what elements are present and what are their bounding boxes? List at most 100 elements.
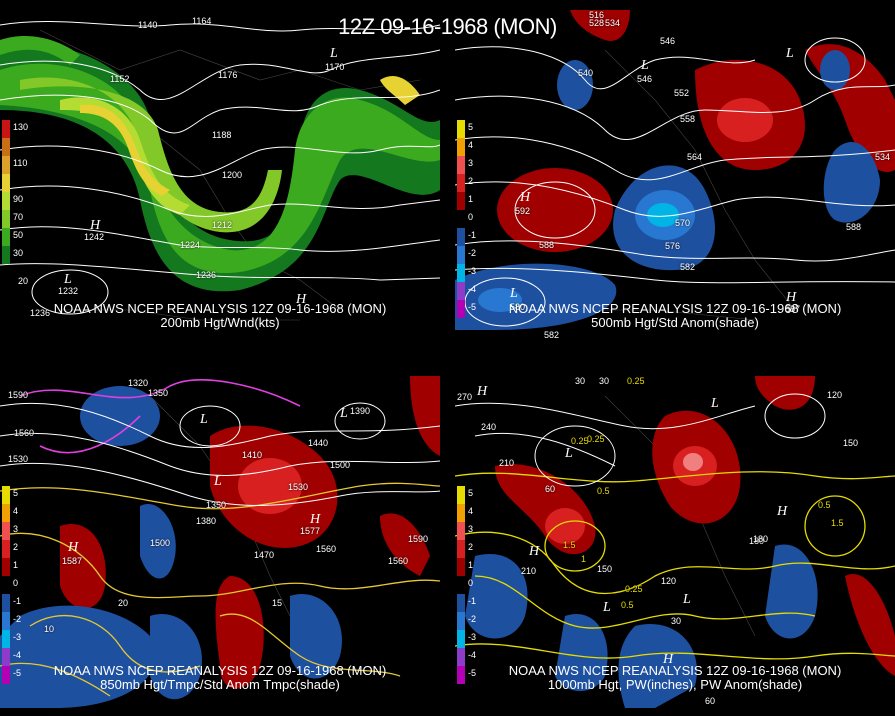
contour-label: 588 — [539, 240, 555, 250]
contour-label: 1152 — [110, 74, 130, 84]
legend-entry — [2, 138, 32, 156]
map-200mb — [0, 21, 440, 321]
legend-label: 2 — [468, 542, 474, 552]
low-center: L — [711, 396, 719, 411]
legend-entry: -2 — [2, 612, 32, 630]
legend-entry: 1 — [2, 558, 32, 576]
legend-swatch — [457, 558, 465, 576]
legend-entry: 2 — [457, 540, 487, 558]
legend-swatch — [457, 192, 465, 210]
legend-label: -1 — [13, 596, 22, 606]
legend-entry: 4 — [457, 138, 487, 156]
legend-entry: -3 — [2, 630, 32, 648]
legend-swatch — [2, 192, 10, 210]
legend-swatch — [2, 558, 10, 576]
contour-label: 0.5 — [621, 600, 634, 610]
legend-swatch — [457, 594, 465, 612]
legend-entry: 1 — [457, 192, 487, 210]
legend-entry: 2 — [2, 540, 32, 558]
legend-label: 2 — [468, 176, 474, 186]
contour-label: 240 — [481, 422, 497, 432]
legend-label: 70 — [13, 212, 24, 222]
contour-label: 552 — [674, 88, 690, 98]
map-1000mb — [455, 376, 895, 708]
legend-entry: 5 — [457, 486, 487, 504]
legend-label: -3 — [13, 632, 22, 642]
contour-label: 1236 — [30, 308, 51, 318]
legend-label: -2 — [468, 248, 477, 258]
legend-swatch — [457, 612, 465, 630]
contour-label: 1577 — [300, 526, 321, 536]
contour-label: 1440 — [308, 438, 329, 448]
caption-line2: 850mb Hgt/Tmpc/Std Anom Tmpc(shade) — [100, 677, 340, 692]
legend-entry: 4 — [2, 504, 32, 522]
contour-label: 0.25 — [571, 436, 589, 446]
panel-200mb-wind: 1140 1164 1152 1176 1188 1200 1212 1224 … — [0, 10, 440, 346]
contour-label: 587 — [785, 304, 801, 314]
contour-label: 150 — [843, 438, 859, 448]
legend-label: 3 — [468, 524, 474, 534]
contour-label: 592 — [515, 206, 531, 216]
panel-1000mb-pw: 270 240 210 30 60 0.25 0.25 120 150 180 … — [455, 376, 895, 708]
legend-label: -3 — [468, 632, 477, 642]
contour-label: 10 — [44, 624, 55, 634]
legend-swatch — [457, 504, 465, 522]
legend-swatch — [457, 540, 465, 558]
caption-line1: NOAA NWS NCEP REANALYSIS 12Z 09-16-1968 … — [53, 663, 387, 678]
legend-swatch — [457, 120, 465, 138]
contour-label: 1242 — [84, 232, 105, 242]
legend-swatch — [457, 282, 465, 300]
contour-label: 1350 — [148, 388, 169, 398]
legend-label: -1 — [468, 230, 477, 240]
contour-label: 1188 — [212, 130, 232, 140]
contour-label: 528 — [589, 18, 605, 28]
legend-entry: -1 — [457, 228, 487, 246]
contour-label: 1560 — [14, 428, 35, 438]
legend-swatch — [457, 648, 465, 666]
legend-label: 5 — [468, 488, 474, 498]
contour-label: 1500 — [150, 538, 171, 548]
legend-label: 0 — [468, 578, 474, 588]
legend-entry: -4 — [457, 282, 487, 300]
caption-line1: NOAA NWS NCEP REANALYSIS 12Z 09-16-1968 … — [53, 301, 387, 316]
high-center: H — [777, 504, 788, 519]
legend-entry: 5 — [2, 486, 32, 504]
high-center: H — [310, 512, 321, 527]
contour-label: 1390 — [350, 406, 371, 416]
contour-label: 210 — [499, 458, 515, 468]
caption-line1: NOAA NWS NCEP REANALYSIS 12Z 09-16-1968 … — [508, 663, 842, 678]
contour-label: 180 — [753, 534, 769, 544]
legend-swatch — [457, 210, 465, 228]
contour-label: 1560 — [316, 544, 337, 554]
contour-label: 570 — [675, 218, 691, 228]
contour-label: 1350 — [206, 500, 227, 510]
contour-label: 1200 — [222, 170, 243, 180]
legend-entry: -5 — [457, 300, 487, 318]
legend-label: -4 — [13, 650, 22, 660]
high-center: H — [90, 218, 101, 233]
caption-line2: 1000mb Hgt, PW(inches), PW Anom(shade) — [547, 677, 803, 692]
legend-swatch — [2, 576, 10, 594]
contour-label: 1587 — [62, 556, 83, 566]
contour-label: 20 — [18, 276, 29, 286]
legend-entry: -3 — [457, 264, 487, 282]
legend-swatch — [457, 630, 465, 648]
legend-swatch — [457, 174, 465, 192]
legend-entry: -5 — [2, 666, 32, 684]
legend-label: 5 — [13, 488, 19, 498]
legend-swatch — [2, 138, 10, 156]
caption-line2: 500mb Hgt/Std Anom(shade) — [591, 315, 759, 330]
legend-entry: -1 — [457, 594, 487, 612]
legend-swatch — [2, 648, 10, 666]
legend-swatch — [2, 504, 10, 522]
contour-label: 540 — [578, 68, 594, 78]
contour-label: 582 — [680, 262, 696, 272]
legend-entry: -4 — [457, 648, 487, 666]
legend-entry: 3 — [2, 522, 32, 540]
low-center: L — [510, 286, 518, 301]
legend-entry: 130 — [2, 120, 32, 138]
contour-label: 546 — [660, 36, 676, 46]
legend-label: 30 — [13, 248, 24, 258]
legend-swatch — [457, 264, 465, 282]
legend-entry: 1 — [457, 558, 487, 576]
